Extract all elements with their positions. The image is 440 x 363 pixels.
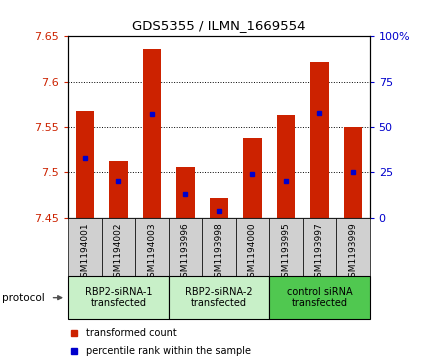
Bar xyxy=(176,167,194,218)
Bar xyxy=(243,138,262,218)
Text: GSM1194000: GSM1194000 xyxy=(248,223,257,283)
Bar xyxy=(210,198,228,218)
Text: transformed count: transformed count xyxy=(86,328,177,338)
Bar xyxy=(68,218,102,276)
Bar xyxy=(109,160,128,218)
Text: protocol: protocol xyxy=(2,293,45,303)
Bar xyxy=(76,111,94,218)
Title: GDS5355 / ILMN_1669554: GDS5355 / ILMN_1669554 xyxy=(132,19,306,32)
Text: RBP2-siRNA-1
transfected: RBP2-siRNA-1 transfected xyxy=(84,287,152,309)
Bar xyxy=(269,218,303,276)
Bar xyxy=(303,218,336,276)
Bar xyxy=(169,218,202,276)
Text: control siRNA
transfected: control siRNA transfected xyxy=(286,287,352,309)
Text: GSM1193996: GSM1193996 xyxy=(181,223,190,283)
Text: GSM1193998: GSM1193998 xyxy=(214,223,224,283)
Bar xyxy=(310,62,329,218)
Text: GSM1194003: GSM1194003 xyxy=(147,223,157,283)
Bar xyxy=(102,218,135,276)
Bar xyxy=(143,49,161,218)
Bar xyxy=(269,276,370,319)
Bar xyxy=(236,218,269,276)
Text: GSM1194001: GSM1194001 xyxy=(81,223,89,283)
Bar xyxy=(202,218,236,276)
Bar xyxy=(336,218,370,276)
Text: GSM1193995: GSM1193995 xyxy=(281,223,290,283)
Bar xyxy=(169,276,269,319)
Text: RBP2-siRNA-2
transfected: RBP2-siRNA-2 transfected xyxy=(185,287,253,309)
Bar xyxy=(135,218,169,276)
Text: percentile rank within the sample: percentile rank within the sample xyxy=(86,346,251,356)
Text: GSM1194002: GSM1194002 xyxy=(114,223,123,283)
Bar xyxy=(277,115,295,218)
Text: GSM1193999: GSM1193999 xyxy=(348,223,357,283)
Bar xyxy=(344,127,362,218)
Bar xyxy=(68,276,169,319)
Text: GSM1193997: GSM1193997 xyxy=(315,223,324,283)
